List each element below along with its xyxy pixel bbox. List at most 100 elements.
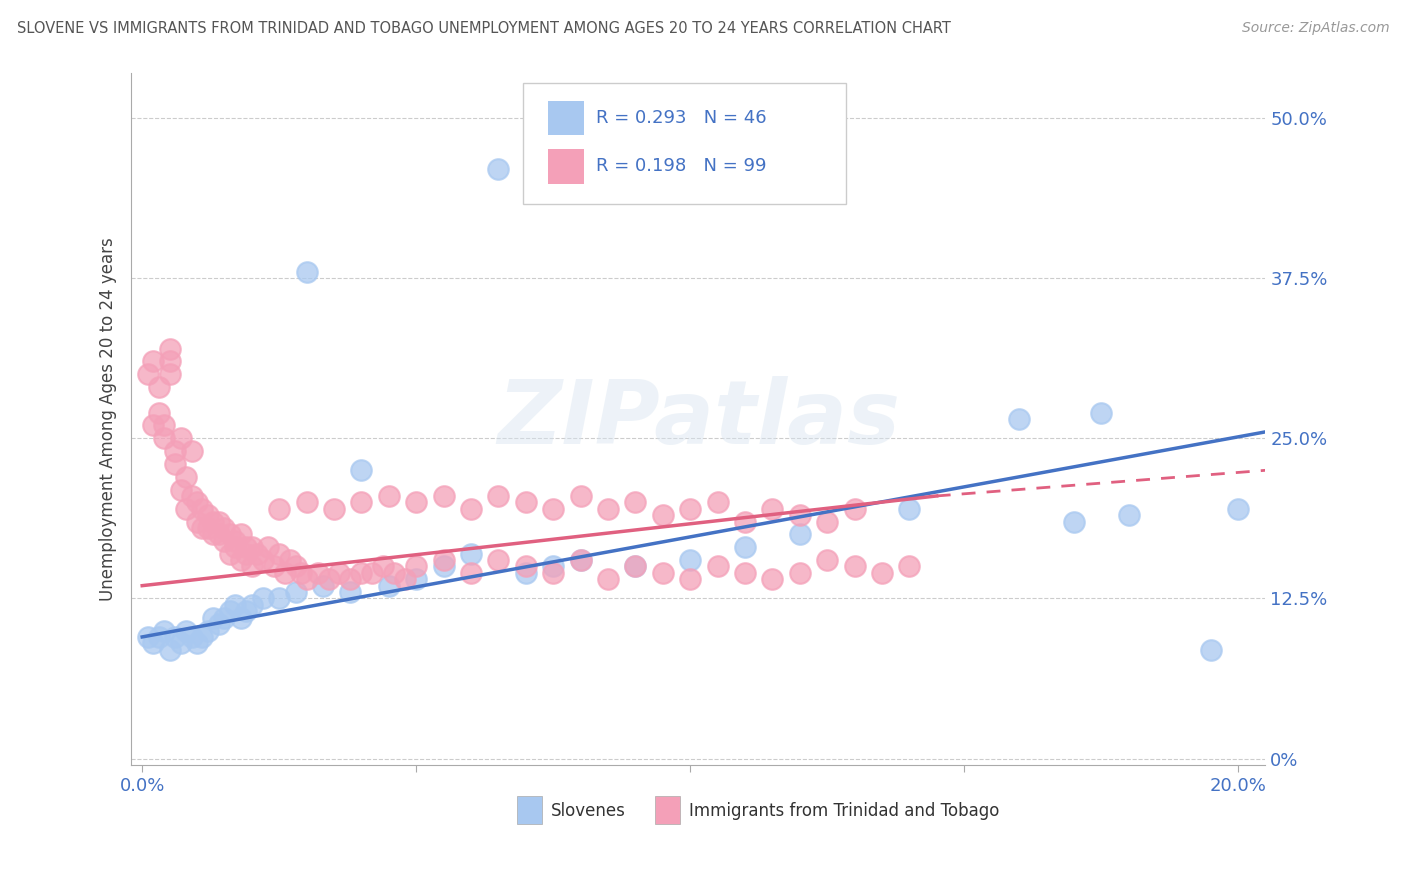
- Point: [295, 265, 318, 279]
- Point: [870, 566, 893, 580]
- Point: [624, 495, 647, 509]
- Point: [224, 598, 246, 612]
- Point: [486, 553, 509, 567]
- Point: [214, 610, 236, 624]
- Point: [569, 489, 592, 503]
- Point: [1118, 508, 1140, 523]
- Point: [148, 380, 170, 394]
- Point: [460, 501, 482, 516]
- Point: [218, 547, 240, 561]
- Point: [486, 162, 509, 177]
- Point: [174, 624, 197, 638]
- Point: [361, 566, 384, 580]
- Point: [624, 559, 647, 574]
- Point: [148, 630, 170, 644]
- Point: [235, 540, 257, 554]
- Point: [898, 501, 921, 516]
- Point: [541, 566, 564, 580]
- Point: [815, 515, 838, 529]
- Point: [432, 489, 454, 503]
- Point: [202, 527, 225, 541]
- Point: [318, 572, 340, 586]
- Point: [191, 501, 214, 516]
- Point: [165, 630, 187, 644]
- FancyBboxPatch shape: [523, 83, 846, 204]
- Text: Immigrants from Trinidad and Tobago: Immigrants from Trinidad and Tobago: [689, 803, 1000, 821]
- Point: [165, 444, 187, 458]
- Bar: [547, 149, 583, 184]
- Point: [252, 591, 274, 606]
- Point: [328, 566, 350, 580]
- Point: [174, 501, 197, 516]
- Point: [284, 559, 307, 574]
- Point: [679, 572, 702, 586]
- Point: [229, 553, 252, 567]
- Point: [148, 406, 170, 420]
- Point: [235, 604, 257, 618]
- Point: [789, 527, 811, 541]
- Point: [486, 489, 509, 503]
- Point: [460, 566, 482, 580]
- Point: [159, 642, 181, 657]
- Point: [252, 553, 274, 567]
- Point: [432, 559, 454, 574]
- Point: [229, 610, 252, 624]
- Point: [180, 630, 202, 644]
- Point: [142, 418, 165, 433]
- Point: [789, 508, 811, 523]
- Point: [596, 501, 619, 516]
- Text: ZIPatlas: ZIPatlas: [496, 376, 900, 463]
- Point: [153, 431, 176, 445]
- Point: [1227, 501, 1250, 516]
- Point: [174, 469, 197, 483]
- Point: [153, 624, 176, 638]
- Point: [269, 547, 291, 561]
- Point: [394, 572, 416, 586]
- Point: [240, 598, 263, 612]
- Point: [208, 527, 231, 541]
- Point: [136, 630, 159, 644]
- Point: [197, 508, 219, 523]
- Point: [679, 501, 702, 516]
- Point: [295, 495, 318, 509]
- Point: [382, 566, 405, 580]
- Point: [257, 540, 280, 554]
- Point: [295, 572, 318, 586]
- Point: [159, 354, 181, 368]
- Point: [679, 553, 702, 567]
- Point: [224, 533, 246, 548]
- Point: [460, 547, 482, 561]
- Point: [218, 527, 240, 541]
- Point: [191, 630, 214, 644]
- Point: [350, 566, 373, 580]
- Point: [312, 579, 335, 593]
- Bar: [517, 797, 541, 824]
- Bar: [547, 101, 583, 136]
- Point: [218, 604, 240, 618]
- Point: [651, 566, 673, 580]
- Point: [186, 495, 208, 509]
- Point: [191, 521, 214, 535]
- Text: Slovenes: Slovenes: [551, 803, 626, 821]
- Point: [541, 559, 564, 574]
- Text: Source: ZipAtlas.com: Source: ZipAtlas.com: [1241, 21, 1389, 36]
- Text: R = 0.293   N = 46: R = 0.293 N = 46: [596, 109, 766, 127]
- Point: [186, 515, 208, 529]
- Point: [269, 591, 291, 606]
- Point: [569, 553, 592, 567]
- Point: [323, 501, 346, 516]
- Point: [405, 559, 427, 574]
- Point: [180, 489, 202, 503]
- Point: [706, 559, 728, 574]
- Point: [159, 367, 181, 381]
- Point: [307, 566, 329, 580]
- Point: [432, 553, 454, 567]
- Point: [269, 501, 291, 516]
- Point: [197, 521, 219, 535]
- Point: [153, 418, 176, 433]
- Point: [136, 367, 159, 381]
- Point: [142, 636, 165, 650]
- Point: [1090, 406, 1112, 420]
- Point: [208, 515, 231, 529]
- Point: [169, 431, 191, 445]
